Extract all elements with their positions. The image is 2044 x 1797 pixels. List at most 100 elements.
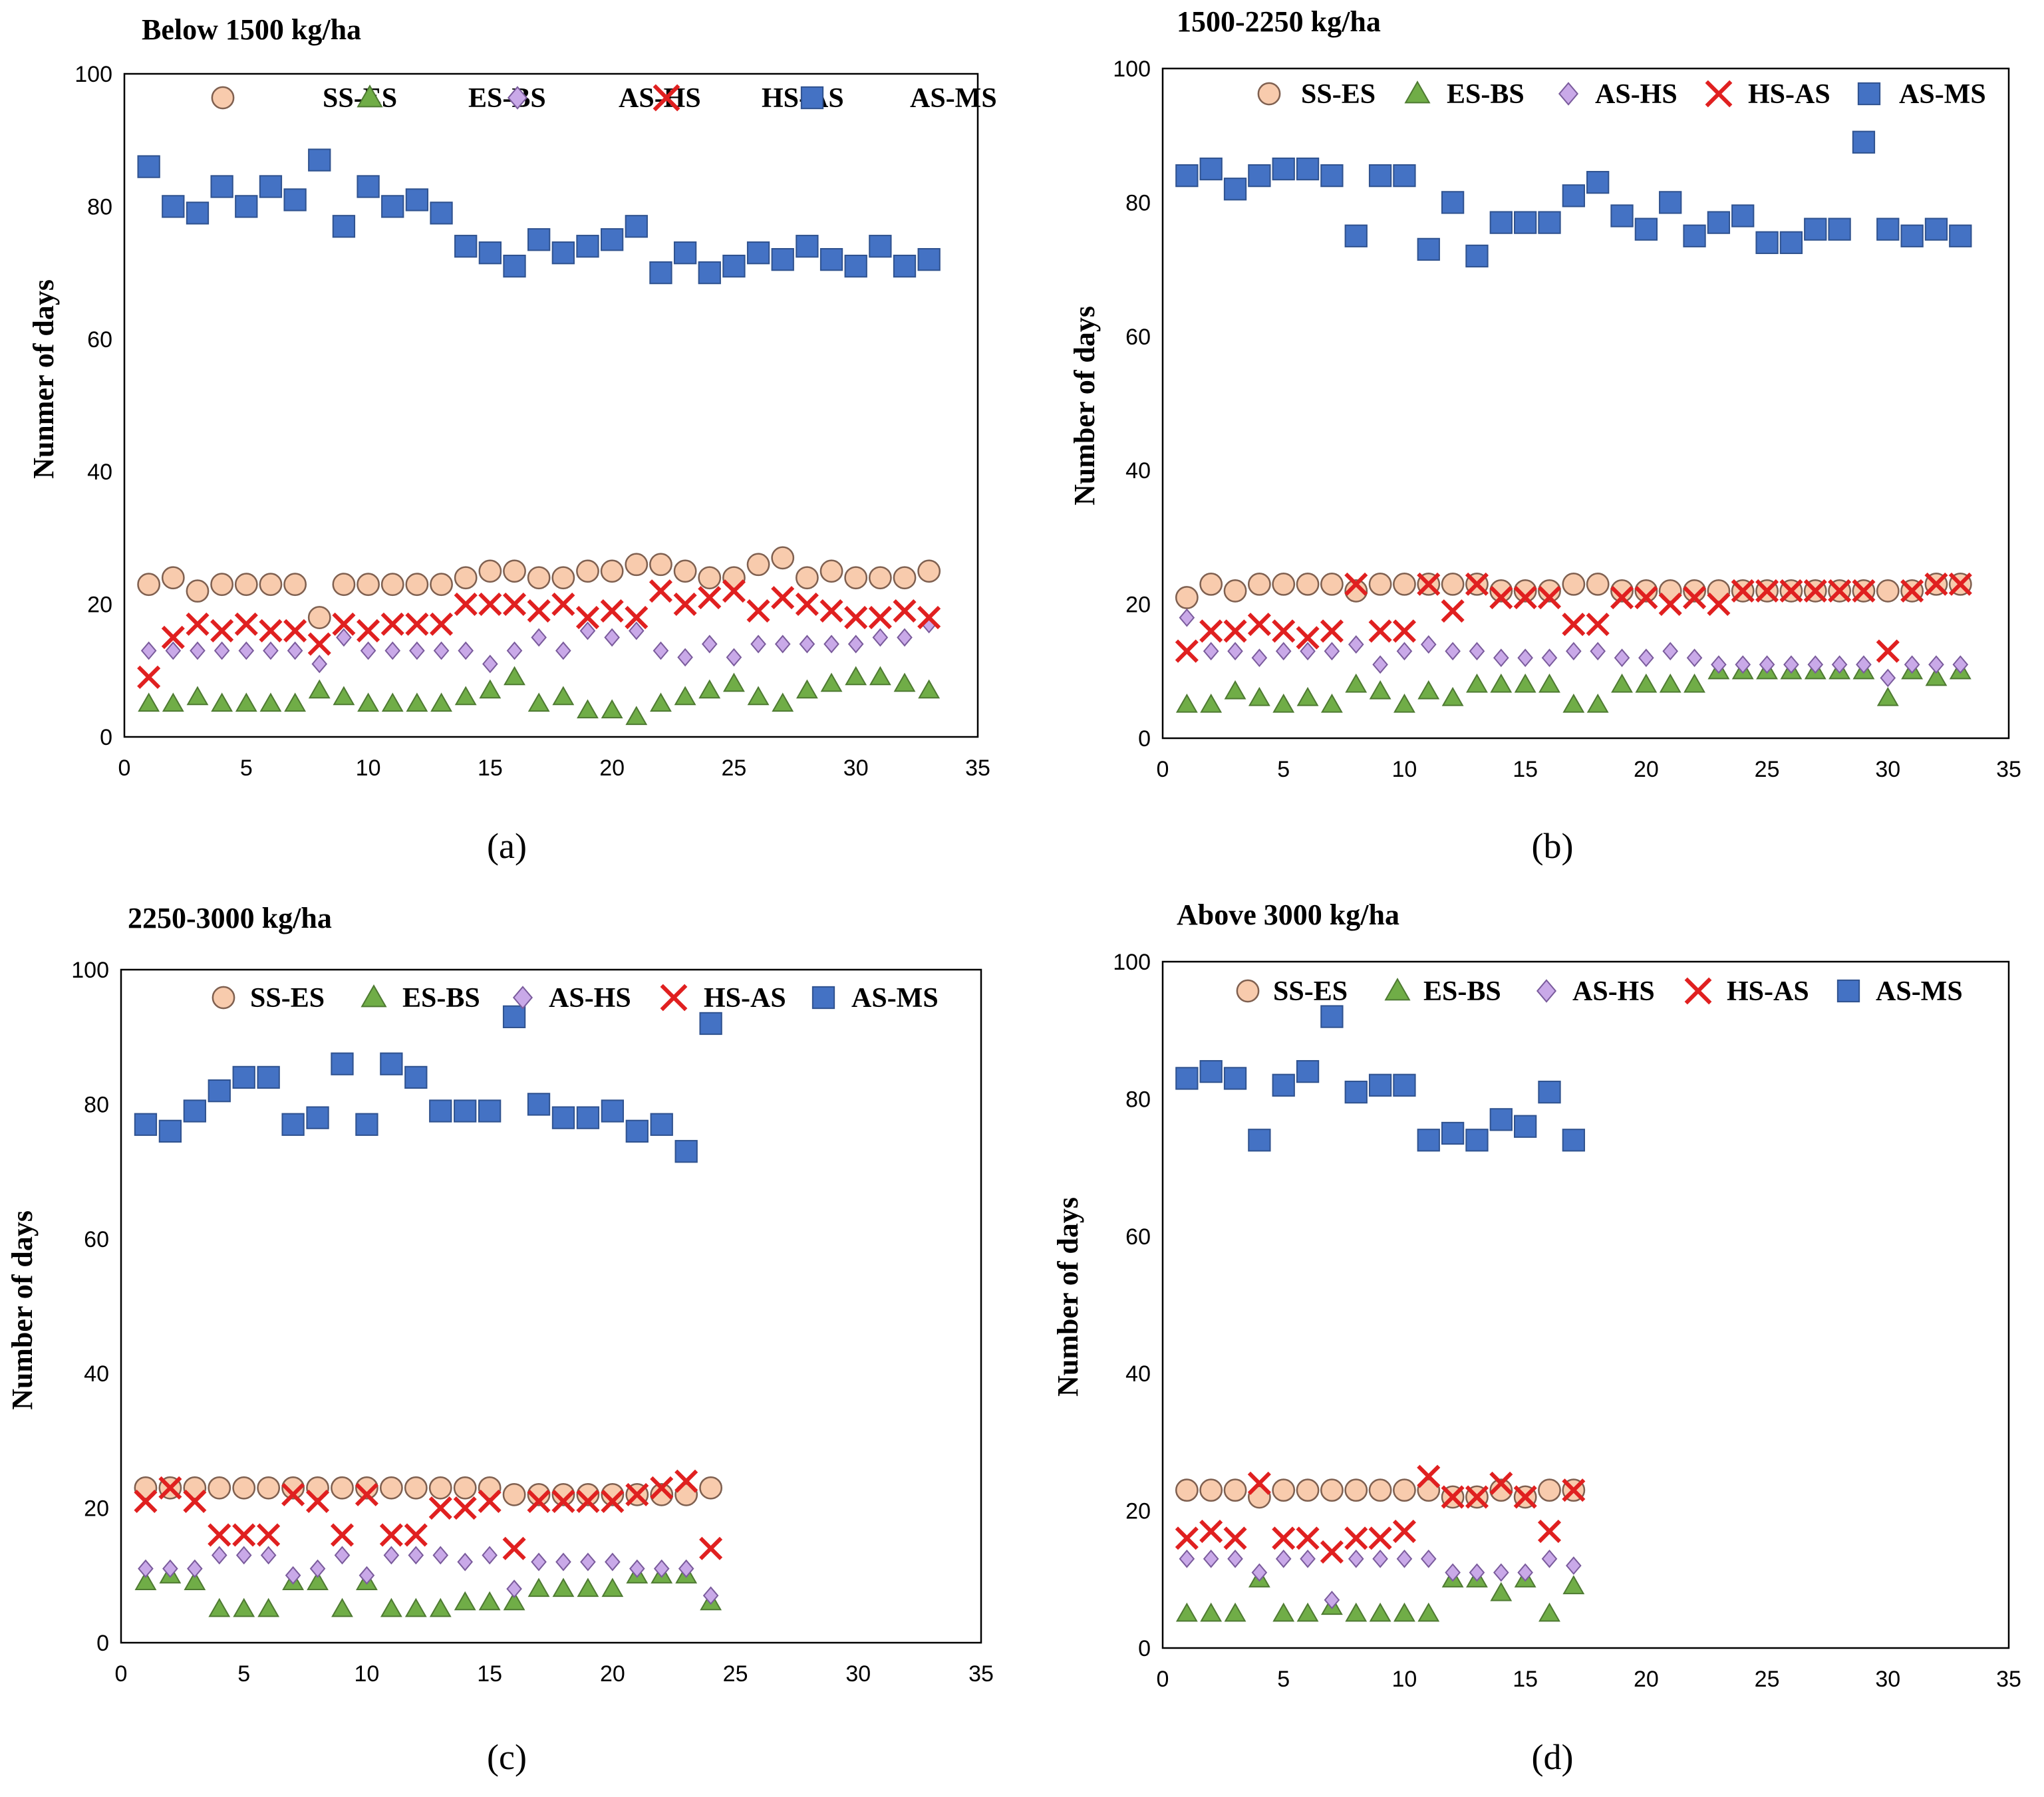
marker-es-bs [1296, 1602, 1319, 1622]
marker-hs-as [1441, 599, 1465, 623]
marker-es-bs [1466, 673, 1488, 693]
marker-as-ms [1465, 244, 1489, 268]
series-ss-es [137, 546, 941, 629]
marker-as-ms [1562, 184, 1585, 207]
marker-ss-es [1538, 1478, 1561, 1502]
marker-as-ms [1272, 1073, 1295, 1097]
marker-as-ms [1779, 231, 1803, 254]
marker-hs-as [134, 1489, 158, 1514]
marker-as-ms [283, 188, 307, 211]
marker-as-ms [1513, 1115, 1537, 1138]
marker-ss-es [1368, 572, 1392, 596]
marker-as-ms [430, 202, 453, 225]
legend-label: HS-AS [1748, 79, 1830, 110]
marker-as-ms [600, 228, 624, 251]
marker-ss-es [746, 553, 770, 577]
marker-as-hs [1227, 1549, 1243, 1568]
marker-ss-es [428, 1476, 452, 1500]
marker-es-bs [1635, 673, 1658, 693]
series-hs-as [1175, 572, 1972, 663]
marker-as-ms [1828, 217, 1851, 241]
marker-as-hs [1396, 642, 1413, 660]
marker-as-hs [140, 641, 157, 660]
y-tick-label: 40 [1125, 458, 1151, 484]
marker-ss-es [868, 566, 892, 590]
marker-hs-as [674, 1469, 698, 1493]
marker-hs-as [1828, 579, 1852, 603]
marker-es-bs [1272, 1602, 1295, 1622]
chart-panel-a: Below 1500 kg/ha 0 20 40 60 80 100 0 5 10 15 20 25 30… [27, 13, 997, 866]
y-tick-label: 20 [87, 593, 112, 618]
marker-as-hs [774, 634, 791, 654]
cross-icon [660, 984, 688, 1012]
marker-es-bs [1562, 693, 1585, 713]
marker-hs-as [1634, 585, 1658, 610]
marker-hs-as [649, 579, 673, 603]
marker-ss-es [257, 1476, 281, 1500]
y-tick-label: 0 [96, 1631, 109, 1656]
marker-es-bs [601, 699, 623, 719]
marker-hs-as [332, 612, 356, 636]
marker-as-hs [1275, 642, 1292, 660]
marker-as-hs [677, 648, 693, 667]
marker-as-ms [1852, 130, 1876, 154]
triangle-icon [1384, 978, 1411, 1001]
marker-as-hs [653, 1559, 670, 1578]
marker-as-hs [1541, 648, 1558, 668]
marker-hs-as [819, 599, 843, 623]
marker-ss-es [1175, 1478, 1199, 1502]
marker-ss-es [1683, 579, 1706, 603]
marker-es-bs [1611, 673, 1633, 693]
y-tick-label: 60 [1125, 325, 1151, 350]
marker-hs-as [1803, 579, 1827, 603]
y-tick-label: 20 [1125, 1499, 1151, 1524]
marker-hs-as [1513, 1485, 1537, 1509]
marker-as-ms [1223, 1067, 1247, 1090]
marker-as-hs [1831, 655, 1848, 674]
marker-hs-as [306, 1489, 330, 1514]
marker-hs-as [1344, 572, 1368, 596]
marker-hs-as [380, 612, 404, 636]
marker-hs-as [844, 605, 868, 630]
marker-as-hs [408, 1546, 424, 1565]
marker-as-hs [1614, 648, 1630, 668]
marker-es-bs [1224, 1602, 1246, 1622]
marker-ss-es [234, 573, 258, 597]
marker-as-ms [380, 1052, 403, 1075]
marker-hs-as [771, 586, 795, 610]
marker-as-ms [650, 1113, 673, 1136]
marker-as-hs [847, 634, 864, 654]
marker-es-bs [454, 1591, 476, 1611]
x-tick-label: 0 [1157, 1667, 1169, 1692]
x-tick-label: 35 [1996, 1667, 2021, 1692]
marker-hs-as [478, 593, 502, 617]
marker-as-ms [454, 235, 478, 258]
marker-ss-es [1223, 1478, 1247, 1502]
marker-as-hs [482, 654, 498, 674]
marker-as-ms [1538, 211, 1561, 234]
marker-as-hs [1928, 655, 1944, 674]
marker-es-bs [308, 679, 331, 699]
marker-as-ms [306, 1106, 329, 1129]
circle-icon [211, 86, 235, 110]
diamond-icon [1558, 82, 1579, 106]
marker-hs-as [454, 593, 478, 617]
legend-label: SS-ES [323, 83, 397, 114]
marker-as-ms [576, 235, 599, 258]
marker-hs-as [307, 632, 331, 656]
legend-label: ES-BS [468, 83, 546, 114]
marker-ss-es [1296, 572, 1320, 596]
marker-as-ms [746, 241, 770, 265]
marker-ss-es [699, 1476, 723, 1500]
marker-es-bs [430, 692, 452, 712]
marker-ss-es [1876, 579, 1900, 603]
series-hs-as [137, 579, 941, 689]
marker-hs-as [551, 1489, 575, 1514]
marker-as-hs [359, 1566, 375, 1585]
legend-label: AS-MS [851, 983, 939, 1014]
y-axis-label: Nunmer of days [27, 279, 60, 479]
marker-as-ms [674, 1140, 698, 1163]
marker-ss-es [331, 1476, 354, 1500]
marker-hs-as [575, 605, 600, 630]
panel-caption: (a) [487, 826, 527, 866]
